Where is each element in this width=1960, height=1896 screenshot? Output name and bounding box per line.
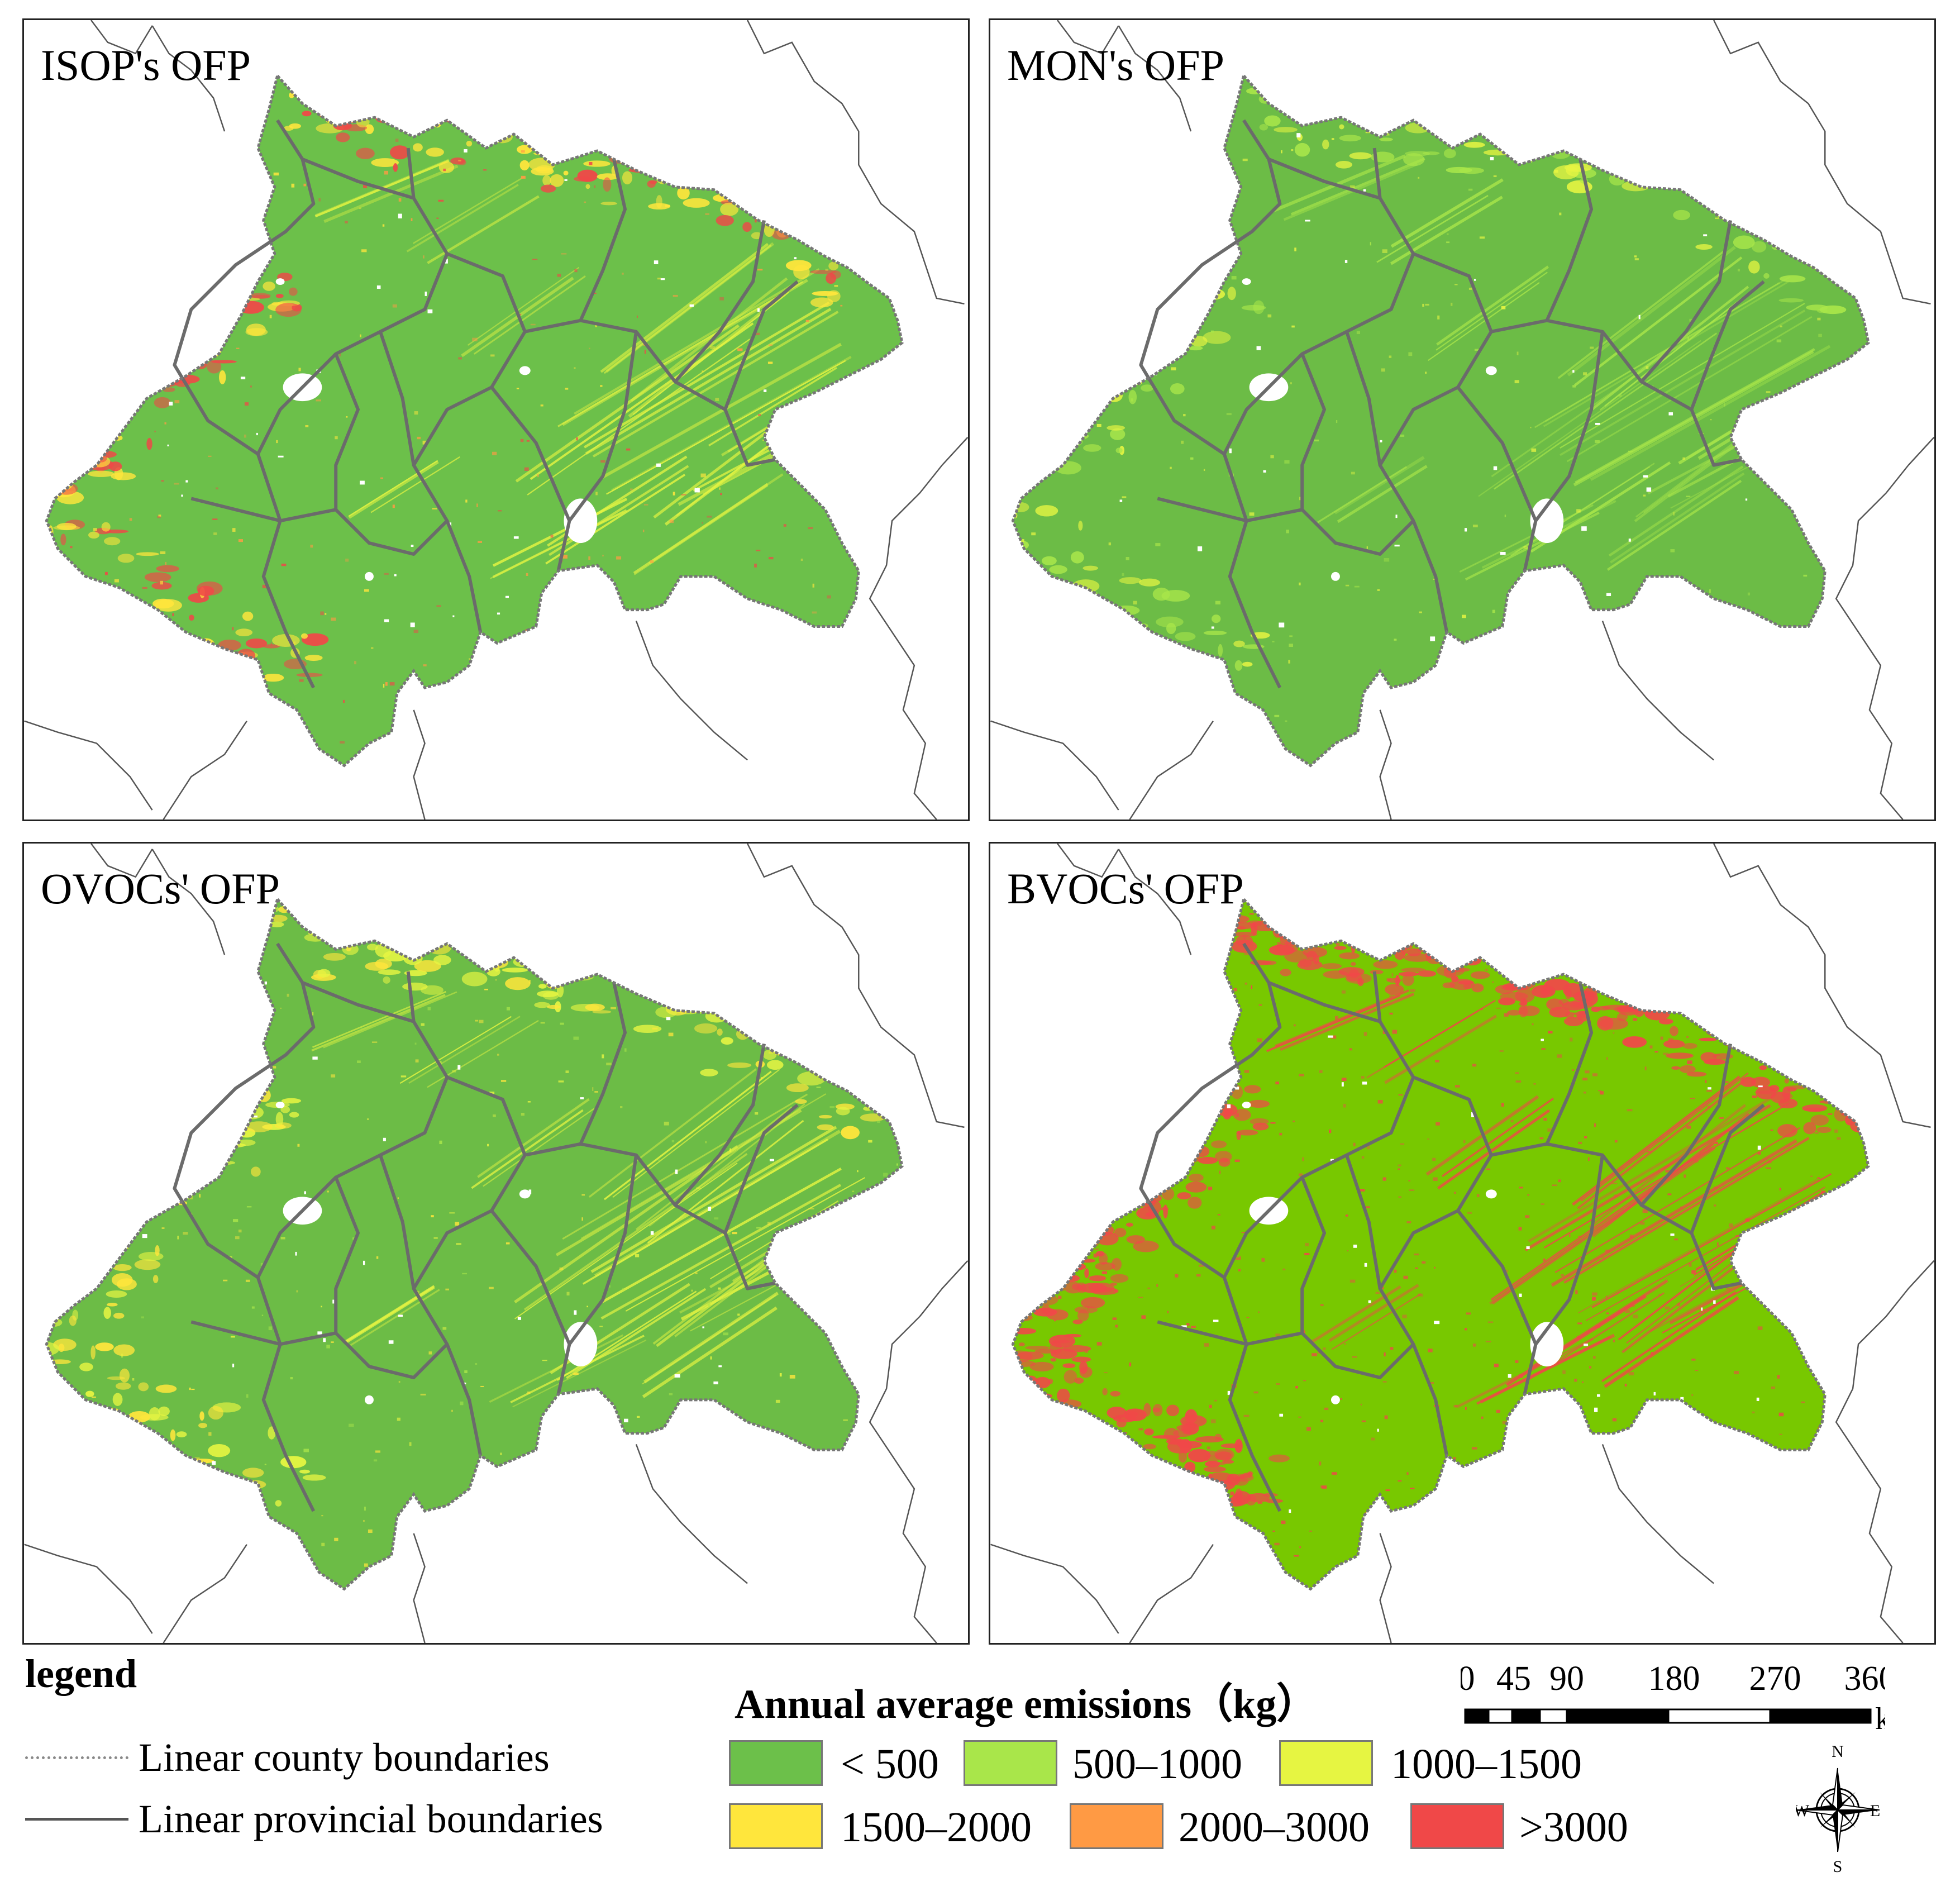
emissions-legend-title: Annual average emissions（kg）	[735, 1681, 1318, 1727]
study-region	[46, 75, 902, 766]
map-panel-isop: ISOP's OFP	[22, 18, 970, 821]
map-panel-mon: MON's OFP	[989, 18, 1936, 821]
study-region	[1013, 899, 1868, 1589]
panel-title: OVOCs' OFP	[41, 864, 280, 913]
study-region	[1013, 75, 1868, 766]
provincial-boundaries	[173, 119, 799, 689]
compass-n: N	[1832, 1742, 1844, 1761]
legend-title: legend	[25, 1651, 137, 1696]
map-panel-ovocs: OVOCs' OFP	[22, 842, 970, 1645]
region-outline	[1011, 896, 1870, 1591]
compass-w: W	[1796, 1802, 1810, 1820]
study-region	[46, 899, 902, 1589]
class-swatch-2	[964, 1740, 1057, 1786]
provincial-boundary-sample	[25, 1818, 128, 1821]
county-boundaries-outside	[990, 844, 1934, 1643]
region-outline	[45, 896, 904, 1591]
scale-tick-45: 45	[1496, 1660, 1531, 1698]
map-bvocs	[990, 844, 1934, 1643]
compass-s: S	[1833, 1857, 1843, 1874]
county-boundaries-outside	[990, 20, 1934, 820]
provincial-boundary-label: Linear provincial boundaries	[139, 1797, 603, 1841]
class-swatch-4	[729, 1803, 823, 1849]
scale-tick-360: 360	[1844, 1660, 1886, 1698]
panel-title: MON's OFP	[1007, 41, 1225, 89]
county-boundaries-outside	[24, 20, 968, 820]
class-swatch-5	[1070, 1803, 1163, 1849]
compass-e: E	[1870, 1802, 1880, 1820]
map-ovocs	[24, 844, 968, 1643]
class-swatch-1	[729, 1740, 823, 1786]
map-isop	[24, 20, 968, 820]
legend-provincial-boundary: Linear provincial boundaries	[25, 1796, 603, 1842]
north-arrow-compass-icon: N S E W	[1796, 1742, 1880, 1874]
class-label-2: 500–1000	[1072, 1741, 1242, 1788]
class-label-1: < 500	[841, 1741, 939, 1788]
class-label-5: 2000–3000	[1179, 1804, 1370, 1851]
map-mon	[990, 20, 1934, 820]
class-label-6: >3000	[1519, 1804, 1628, 1851]
class-label-3: 1000–1500	[1391, 1741, 1582, 1788]
class-label-4: 1500–2000	[841, 1804, 1032, 1851]
scale-unit: km	[1875, 1702, 1885, 1736]
county-boundary-label: Linear county boundaries	[139, 1735, 550, 1780]
county-boundaries-outside	[24, 844, 968, 1643]
provincial-boundaries	[173, 942, 799, 1512]
provincial-boundaries	[1139, 119, 1765, 689]
scale-tick-0: 0	[1461, 1660, 1475, 1698]
panel-title: BVOCs' OFP	[1007, 864, 1244, 913]
legend-county-boundary: Linear county boundaries	[25, 1735, 550, 1781]
class-swatch-3	[1279, 1740, 1373, 1786]
map-panel-bvocs: BVOCs' OFP	[989, 842, 1936, 1645]
region-outline	[45, 73, 904, 768]
provincial-boundaries	[1139, 942, 1765, 1512]
scale-tick-270: 270	[1749, 1660, 1801, 1698]
scale-tick-90: 90	[1549, 1660, 1584, 1698]
region-outline	[1011, 73, 1870, 768]
scale-tick-180: 180	[1648, 1660, 1700, 1698]
class-swatch-6	[1410, 1803, 1504, 1849]
scale-bar-segments	[1464, 1708, 1872, 1724]
scale-bar: 0 45 90 180 270 360 km	[1461, 1660, 1886, 1736]
county-boundary-sample	[25, 1756, 128, 1759]
panel-title: ISOP's OFP	[41, 41, 251, 89]
